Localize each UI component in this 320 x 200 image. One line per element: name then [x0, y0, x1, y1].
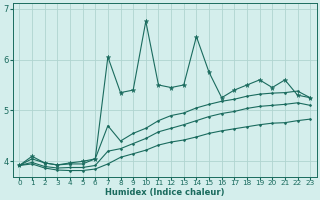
X-axis label: Humidex (Indice chaleur): Humidex (Indice chaleur) — [105, 188, 225, 197]
